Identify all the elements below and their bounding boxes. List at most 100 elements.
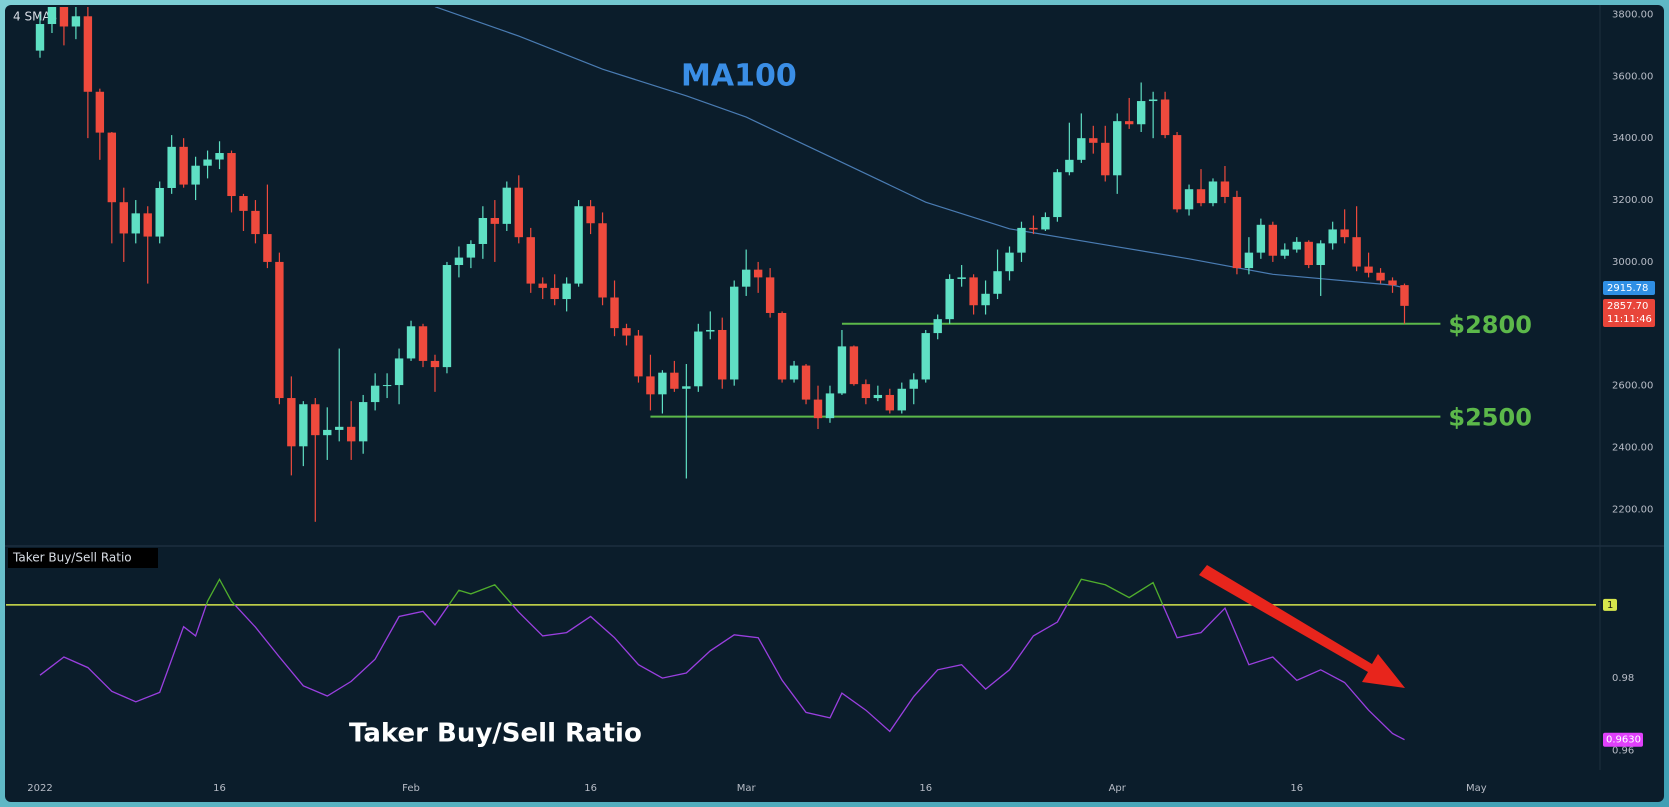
x-tick-label: 16 xyxy=(1290,783,1303,794)
candle-body xyxy=(107,132,117,203)
candle-body xyxy=(1017,227,1026,253)
candle-body xyxy=(753,269,763,278)
candle-body xyxy=(1148,99,1158,102)
candle-body xyxy=(933,319,942,334)
x-tick-label: 16 xyxy=(584,783,597,794)
candle-body xyxy=(1256,224,1266,253)
candle-body xyxy=(610,297,619,329)
candle-body xyxy=(1304,241,1313,266)
candle-body xyxy=(430,360,440,368)
candle-body xyxy=(562,283,571,300)
candle-body xyxy=(586,206,595,224)
candle-body xyxy=(1077,138,1086,160)
candle-body xyxy=(538,283,547,288)
candle-body xyxy=(658,372,667,395)
candle-body xyxy=(347,426,356,442)
candle-body xyxy=(311,404,320,436)
price-tag xyxy=(1603,298,1655,327)
candle-body xyxy=(909,379,918,389)
candle-body xyxy=(706,329,715,332)
y-tick-label: 3600.00 xyxy=(1612,71,1653,82)
candle-body xyxy=(598,223,607,298)
level-label: $2500 xyxy=(1448,404,1532,432)
price-tag xyxy=(1603,280,1655,295)
candle-body xyxy=(1053,172,1062,218)
candle-body xyxy=(466,243,476,258)
candle-body xyxy=(945,278,954,320)
candle-body xyxy=(394,358,404,386)
candle-body xyxy=(119,202,128,234)
price-tag-label: 2857.70 xyxy=(1607,301,1648,312)
price-countdown: 11:11:46 xyxy=(1607,314,1652,325)
candle-body xyxy=(1340,229,1349,238)
price-tag-label: 2915.78 xyxy=(1607,283,1648,294)
candle-body xyxy=(1196,189,1206,204)
candle-body xyxy=(35,24,45,51)
candle-body xyxy=(1208,181,1218,204)
candle-body xyxy=(514,187,523,238)
candle-body xyxy=(646,376,655,395)
x-tick-label: May xyxy=(1466,783,1487,794)
candle-body xyxy=(1232,196,1242,269)
candle-body xyxy=(1005,252,1014,272)
candle-body xyxy=(418,326,428,361)
candle-body xyxy=(1172,135,1182,210)
candle-body xyxy=(179,146,188,185)
candle-body xyxy=(382,385,392,387)
candle-body xyxy=(993,271,1002,294)
axes: 2200.002400.002600.002800.003000.003200.… xyxy=(27,9,1655,794)
y-tick-label: 2400.00 xyxy=(1612,443,1653,454)
candle-body xyxy=(83,16,93,92)
candle-body xyxy=(287,398,296,447)
candle-body xyxy=(1113,121,1122,176)
candle-body xyxy=(765,277,775,313)
candle-body xyxy=(718,329,727,380)
candle-body xyxy=(1029,227,1038,230)
candle-body xyxy=(323,429,332,436)
value-tag xyxy=(1603,732,1643,747)
candle-body xyxy=(789,365,799,380)
candle-body xyxy=(1292,241,1301,250)
chart-background xyxy=(5,5,1664,802)
ratio-line xyxy=(39,577,1405,741)
candle-body xyxy=(59,7,69,27)
candle-body xyxy=(861,384,871,399)
candle-body xyxy=(1160,99,1170,136)
candle-body xyxy=(358,402,368,442)
candle-body xyxy=(1352,237,1361,267)
candle-body xyxy=(131,213,140,234)
x-tick-label: Feb xyxy=(402,783,420,794)
moving-average-label: MA100 xyxy=(681,59,797,94)
candle-body xyxy=(490,217,500,224)
y-tick-label: 2200.00 xyxy=(1612,504,1653,515)
candle-body xyxy=(1400,285,1409,306)
candle-body xyxy=(921,333,930,380)
y-tick-label: 0.98 xyxy=(1612,673,1634,684)
x-tick-label: Apr xyxy=(1109,783,1127,794)
candle-body xyxy=(502,187,511,224)
candle-body xyxy=(849,346,859,385)
candle-body xyxy=(1268,224,1278,256)
candle-body xyxy=(275,261,284,399)
candle-body xyxy=(813,399,823,419)
candle-body xyxy=(682,386,691,389)
candle-body xyxy=(1101,142,1110,176)
reference-tag xyxy=(1603,598,1617,611)
candle-body xyxy=(1316,243,1325,266)
candle-body xyxy=(251,210,260,235)
moving-average-line xyxy=(434,7,1405,289)
candle-body xyxy=(370,385,380,403)
pane-title: Taker Buy/Sell Ratio xyxy=(12,551,132,565)
candle-body xyxy=(957,277,966,279)
candle-body xyxy=(239,196,248,211)
candle-body xyxy=(574,206,583,284)
candle-body xyxy=(1065,159,1074,173)
level-label: $2800 xyxy=(1448,311,1532,339)
candle-body xyxy=(981,293,990,306)
candle-body xyxy=(741,269,751,287)
pane-annotation: Taker Buy/Sell Ratio xyxy=(349,719,642,749)
candle-body xyxy=(777,312,787,380)
candle-body xyxy=(622,328,631,336)
y-tick-label: 3000.00 xyxy=(1612,257,1653,268)
